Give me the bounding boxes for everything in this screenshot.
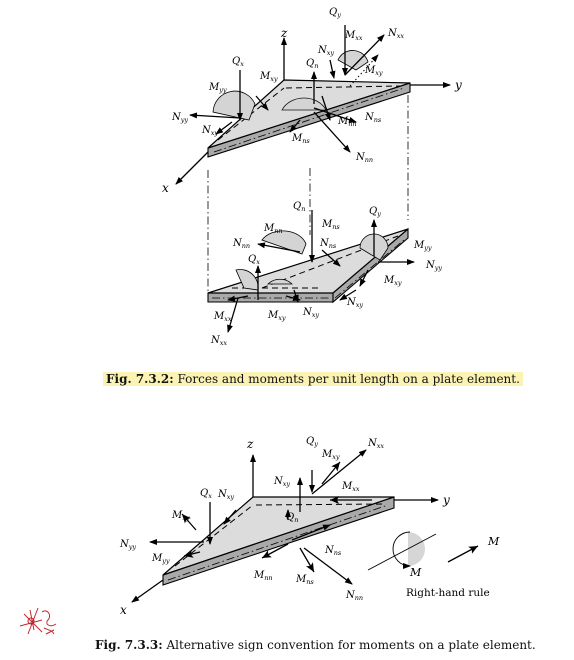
handwritten-logo-icon — [19, 607, 57, 635]
caption-1-label: Fig. 7.3.2: — [106, 372, 174, 386]
top-Mxy-b: Mxy — [259, 71, 278, 83]
bot-Mxy-b: Mxy — [267, 310, 286, 322]
bot-Nxx: Nxx — [210, 335, 227, 347]
f2-Qx: Qx — [200, 488, 212, 500]
fig1-top-z-label: z — [280, 26, 288, 40]
top-Myy: Myy — [208, 82, 227, 94]
top-Mxx: Mxx — [344, 30, 363, 42]
fig1-bottom-element: Qn Mns Qy Mnn Nnn Nns Qx Myy Nyy Mxy Mxx… — [207, 201, 442, 347]
bot-Nxy-b: Nxy — [346, 297, 363, 309]
figure-caption-1: Fig. 7.3.2: Forces and moments per unit … — [103, 372, 523, 386]
fig2-z-label: z — [246, 437, 254, 451]
bot-Qn: Qn — [293, 201, 305, 213]
f2-Mxx: Mxx — [341, 481, 360, 493]
f2-Mxy-b: Mxy — [171, 510, 190, 522]
top-Mns: Mns — [291, 133, 310, 145]
top-Mnn: Mnn — [337, 116, 357, 128]
bot-Mnn: Mnn — [263, 223, 283, 235]
fig1-bottom-labels: Qn Mns Qy Mnn Nnn Nns Qx Myy Nyy Mxy Mxx… — [210, 201, 442, 347]
f2-Qn: Qn — [286, 512, 298, 524]
f2-Nxy-b: Nxy — [217, 489, 234, 501]
fig2-y-label: y — [442, 493, 450, 507]
fig1-top-x-label: x — [162, 181, 169, 195]
f2-Nxx: Nxx — [367, 438, 384, 450]
fig2-x-label: x — [120, 603, 127, 617]
bot-Nyy: Nyy — [425, 260, 442, 272]
caption-1-text: Forces and moments per unit length on a … — [173, 372, 520, 386]
bot-Qy: Qy — [369, 206, 381, 218]
top-Qx: Qx — [232, 56, 244, 68]
bot-Qx: Qx — [248, 254, 260, 266]
top-Nxx: Nxx — [387, 28, 404, 40]
rh-M2: M — [487, 535, 500, 548]
fig1-connectors — [207, 95, 409, 300]
top-Mxy-a: Mxy — [364, 65, 383, 77]
top-Nnn: Nnn — [355, 152, 373, 164]
fig1-top-labels: Qy Nxx Mxx Nxy Qn Mxy Qx Mxy Myy Nyy Nxy… — [171, 7, 404, 164]
caption-2-text: Alternative sign convention for moments … — [162, 638, 536, 652]
f2-Qy: Qy — [306, 436, 318, 448]
figure-caption-2: Fig. 7.3.3: Alternative sign convention … — [95, 638, 536, 652]
bot-Myy: Myy — [413, 240, 432, 252]
caption-2-label: Fig. 7.3.3: — [95, 638, 163, 652]
f2-Mxy-a: Mxy — [321, 449, 340, 461]
top-Qy: Qy — [329, 7, 341, 19]
f2-Nnn: Nnn — [345, 590, 363, 602]
bot-Nxy-a: Nxy — [302, 307, 319, 319]
top-Qn: Qn — [306, 58, 318, 70]
top-Nxy-a: Nxy — [317, 45, 334, 57]
bot-Mxx: Mxx — [213, 311, 232, 323]
rh-M1: M — [409, 566, 422, 579]
fig2-element: z y x Qy Nxx Mxy Nxy Mxx Qx Nxy Qn Mxy N… — [119, 436, 450, 617]
f2-Myy: Myy — [151, 553, 170, 565]
top-Nyy: Nyy — [171, 112, 188, 124]
f2-Nxy-a: Nxy — [273, 476, 290, 488]
top-Nxy-b: Nxy — [201, 125, 218, 137]
right-hand-rule: M M Right-hand rule — [367, 531, 500, 599]
bot-Mns: Mns — [321, 219, 340, 231]
f2-Nns: Nns — [324, 545, 342, 557]
bot-Nns: Nns — [319, 238, 337, 250]
rh-caption: Right-hand rule — [406, 587, 490, 599]
f2-Mns: Mns — [295, 574, 314, 586]
fig1-top-y-label: y — [454, 78, 462, 92]
fig2-labels: Qy Nxx Mxy Nxy Mxx Qx Nxy Qn Mxy Nyy Myy… — [119, 436, 384, 602]
fig1-top-element: z y x Qy Nxx Mxx Nxy Qn Mxy Qx Mxy Myy N… — [162, 7, 462, 195]
bot-Nnn: Nnn — [232, 238, 250, 250]
f2-Mnn: Mnn — [253, 570, 273, 582]
bot-Mxy-a: Mxy — [383, 275, 402, 287]
top-Nns: Nns — [364, 112, 382, 124]
f2-Nyy: Nyy — [119, 539, 136, 551]
